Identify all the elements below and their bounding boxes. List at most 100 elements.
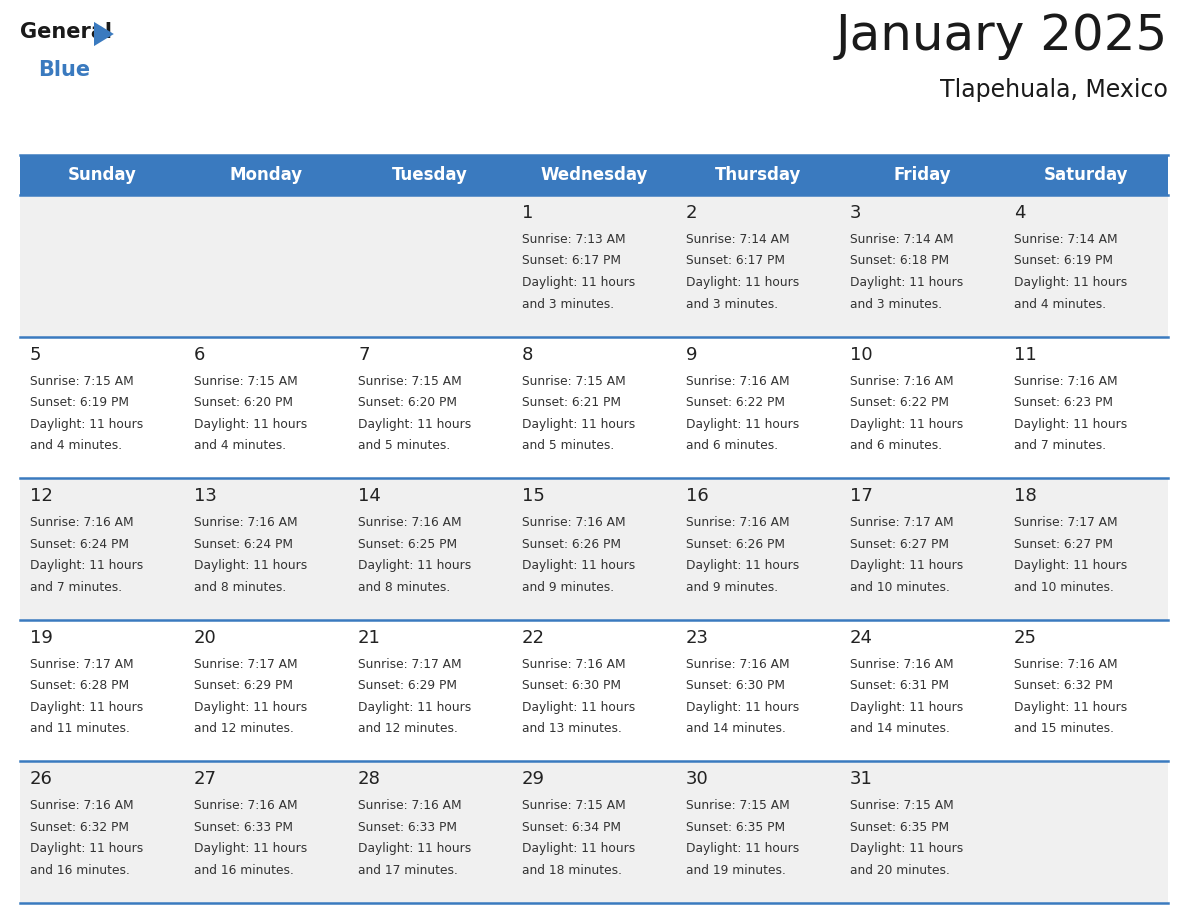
Text: Daylight: 11 hours: Daylight: 11 hours (1015, 700, 1127, 714)
Text: 17: 17 (849, 487, 873, 505)
Text: and 5 minutes.: and 5 minutes. (358, 439, 450, 452)
Text: and 8 minutes.: and 8 minutes. (194, 581, 286, 594)
Text: Sunset: 6:28 PM: Sunset: 6:28 PM (30, 679, 129, 692)
Text: and 8 minutes.: and 8 minutes. (358, 581, 450, 594)
Text: Thursday: Thursday (715, 166, 801, 184)
Text: Daylight: 11 hours: Daylight: 11 hours (522, 418, 636, 431)
Text: Daylight: 11 hours: Daylight: 11 hours (685, 700, 800, 714)
Text: Sunrise: 7:17 AM: Sunrise: 7:17 AM (194, 658, 298, 671)
Text: 6: 6 (194, 345, 206, 364)
Text: 19: 19 (30, 629, 53, 647)
Text: Sunset: 6:33 PM: Sunset: 6:33 PM (358, 821, 457, 834)
Text: Sunset: 6:23 PM: Sunset: 6:23 PM (1015, 396, 1113, 409)
Text: 9: 9 (685, 345, 697, 364)
Text: and 14 minutes.: and 14 minutes. (685, 722, 786, 735)
Text: 28: 28 (358, 770, 381, 789)
Text: and 9 minutes.: and 9 minutes. (685, 581, 778, 594)
Text: and 4 minutes.: and 4 minutes. (1015, 297, 1106, 310)
Text: Sunday: Sunday (68, 166, 137, 184)
Text: Sunrise: 7:17 AM: Sunrise: 7:17 AM (1015, 516, 1118, 529)
Text: and 3 minutes.: and 3 minutes. (522, 297, 614, 310)
Text: Daylight: 11 hours: Daylight: 11 hours (194, 843, 308, 856)
Text: 2: 2 (685, 204, 697, 222)
Text: Sunset: 6:32 PM: Sunset: 6:32 PM (30, 821, 129, 834)
Text: and 12 minutes.: and 12 minutes. (194, 722, 293, 735)
Text: 4: 4 (1015, 204, 1025, 222)
Text: Daylight: 11 hours: Daylight: 11 hours (30, 700, 144, 714)
Text: and 13 minutes.: and 13 minutes. (522, 722, 621, 735)
Text: Tuesday: Tuesday (392, 166, 468, 184)
Text: Daylight: 11 hours: Daylight: 11 hours (30, 418, 144, 431)
Text: Sunset: 6:27 PM: Sunset: 6:27 PM (1015, 538, 1113, 551)
Text: Sunset: 6:32 PM: Sunset: 6:32 PM (1015, 679, 1113, 692)
Text: and 3 minutes.: and 3 minutes. (849, 297, 942, 310)
Bar (20, 761, 1168, 903)
Text: Sunset: 6:20 PM: Sunset: 6:20 PM (194, 396, 293, 409)
Text: 31: 31 (849, 770, 873, 789)
Text: Sunset: 6:22 PM: Sunset: 6:22 PM (849, 396, 949, 409)
Text: and 20 minutes.: and 20 minutes. (849, 864, 950, 877)
Text: and 7 minutes.: and 7 minutes. (30, 581, 122, 594)
Text: 15: 15 (522, 487, 545, 505)
Text: and 4 minutes.: and 4 minutes. (194, 439, 286, 452)
Text: Daylight: 11 hours: Daylight: 11 hours (685, 276, 800, 289)
Text: Sunset: 6:26 PM: Sunset: 6:26 PM (685, 538, 785, 551)
Text: Daylight: 11 hours: Daylight: 11 hours (849, 700, 963, 714)
Text: Daylight: 11 hours: Daylight: 11 hours (358, 559, 472, 572)
Text: and 10 minutes.: and 10 minutes. (1015, 581, 1114, 594)
Polygon shape (94, 22, 114, 46)
Text: and 3 minutes.: and 3 minutes. (685, 297, 778, 310)
Text: Sunset: 6:25 PM: Sunset: 6:25 PM (358, 538, 457, 551)
Text: and 10 minutes.: and 10 minutes. (849, 581, 950, 594)
Text: Sunset: 6:17 PM: Sunset: 6:17 PM (685, 254, 785, 267)
Text: Daylight: 11 hours: Daylight: 11 hours (522, 276, 636, 289)
Text: 8: 8 (522, 345, 533, 364)
Text: Sunset: 6:21 PM: Sunset: 6:21 PM (522, 396, 621, 409)
Text: Daylight: 11 hours: Daylight: 11 hours (194, 418, 308, 431)
Text: and 17 minutes.: and 17 minutes. (358, 864, 457, 877)
Text: Daylight: 11 hours: Daylight: 11 hours (522, 559, 636, 572)
Text: Daylight: 11 hours: Daylight: 11 hours (685, 559, 800, 572)
Text: Daylight: 11 hours: Daylight: 11 hours (194, 559, 308, 572)
Bar (20, 478, 1168, 620)
Text: Sunset: 6:30 PM: Sunset: 6:30 PM (522, 679, 621, 692)
Text: and 7 minutes.: and 7 minutes. (1015, 439, 1106, 452)
Text: 18: 18 (1015, 487, 1037, 505)
Text: Daylight: 11 hours: Daylight: 11 hours (358, 843, 472, 856)
Text: 20: 20 (194, 629, 216, 647)
Text: Sunrise: 7:16 AM: Sunrise: 7:16 AM (685, 516, 790, 529)
Text: 16: 16 (685, 487, 709, 505)
Text: Sunrise: 7:16 AM: Sunrise: 7:16 AM (685, 658, 790, 671)
Text: Daylight: 11 hours: Daylight: 11 hours (522, 843, 636, 856)
Text: Sunset: 6:35 PM: Sunset: 6:35 PM (849, 821, 949, 834)
Text: Daylight: 11 hours: Daylight: 11 hours (849, 843, 963, 856)
Text: and 14 minutes.: and 14 minutes. (849, 722, 950, 735)
Text: Monday: Monday (229, 166, 303, 184)
Text: Daylight: 11 hours: Daylight: 11 hours (849, 559, 963, 572)
Text: 12: 12 (30, 487, 53, 505)
Text: Sunset: 6:29 PM: Sunset: 6:29 PM (194, 679, 293, 692)
Text: Sunrise: 7:16 AM: Sunrise: 7:16 AM (522, 658, 626, 671)
Text: Sunrise: 7:14 AM: Sunrise: 7:14 AM (1015, 233, 1118, 246)
Text: Sunrise: 7:16 AM: Sunrise: 7:16 AM (849, 658, 954, 671)
Text: Sunrise: 7:15 AM: Sunrise: 7:15 AM (522, 375, 626, 387)
Text: Sunrise: 7:15 AM: Sunrise: 7:15 AM (522, 800, 626, 812)
Text: Sunset: 6:18 PM: Sunset: 6:18 PM (849, 254, 949, 267)
Text: Tlapehuala, Mexico: Tlapehuala, Mexico (940, 78, 1168, 102)
Text: 10: 10 (849, 345, 873, 364)
Text: Sunrise: 7:17 AM: Sunrise: 7:17 AM (358, 658, 462, 671)
Bar (20, 620, 1168, 761)
Text: 27: 27 (194, 770, 217, 789)
Text: Daylight: 11 hours: Daylight: 11 hours (1015, 276, 1127, 289)
Text: Daylight: 11 hours: Daylight: 11 hours (358, 700, 472, 714)
Text: Sunrise: 7:16 AM: Sunrise: 7:16 AM (1015, 658, 1118, 671)
Text: Sunset: 6:33 PM: Sunset: 6:33 PM (194, 821, 293, 834)
Text: and 15 minutes.: and 15 minutes. (1015, 722, 1114, 735)
Text: and 6 minutes.: and 6 minutes. (685, 439, 778, 452)
Text: Wednesday: Wednesday (541, 166, 647, 184)
Text: General: General (20, 22, 112, 42)
Text: Sunrise: 7:13 AM: Sunrise: 7:13 AM (522, 233, 626, 246)
Text: Sunrise: 7:16 AM: Sunrise: 7:16 AM (849, 375, 954, 387)
Text: and 4 minutes.: and 4 minutes. (30, 439, 122, 452)
Text: Sunrise: 7:16 AM: Sunrise: 7:16 AM (1015, 375, 1118, 387)
